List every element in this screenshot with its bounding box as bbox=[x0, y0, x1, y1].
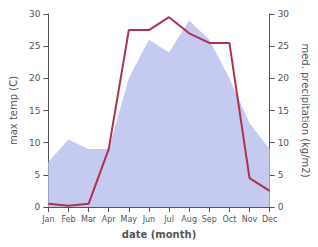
svg-text:May: May bbox=[121, 215, 138, 224]
svg-text:Jan: Jan bbox=[41, 215, 54, 224]
svg-text:Dec: Dec bbox=[262, 215, 277, 224]
svg-text:med. precipitation (kg/m2): med. precipitation (kg/m2) bbox=[300, 43, 311, 177]
svg-text:30: 30 bbox=[29, 9, 41, 19]
svg-text:Aug: Aug bbox=[181, 215, 197, 224]
svg-text:Jul: Jul bbox=[163, 215, 174, 224]
svg-text:date (month): date (month) bbox=[122, 229, 196, 240]
svg-text:5: 5 bbox=[35, 170, 41, 180]
svg-text:Jun: Jun bbox=[142, 215, 156, 224]
svg-text:Feb: Feb bbox=[61, 215, 75, 224]
svg-text:20: 20 bbox=[278, 73, 290, 83]
svg-text:25: 25 bbox=[29, 41, 40, 51]
svg-text:Oct: Oct bbox=[222, 215, 236, 224]
svg-text:Sep: Sep bbox=[202, 215, 217, 224]
svg-text:25: 25 bbox=[278, 41, 289, 51]
svg-text:30: 30 bbox=[278, 9, 290, 19]
svg-text:15: 15 bbox=[29, 106, 40, 116]
svg-text:max temp (C): max temp (C) bbox=[8, 76, 19, 145]
svg-text:15: 15 bbox=[278, 106, 289, 116]
svg-text:Mar: Mar bbox=[81, 215, 97, 224]
svg-text:20: 20 bbox=[29, 73, 41, 83]
svg-text:10: 10 bbox=[29, 138, 41, 148]
svg-text:Apr: Apr bbox=[102, 215, 117, 224]
svg-text:Nov: Nov bbox=[242, 215, 258, 224]
svg-text:0: 0 bbox=[35, 202, 41, 212]
svg-text:5: 5 bbox=[278, 170, 284, 180]
svg-text:10: 10 bbox=[278, 138, 290, 148]
svg-text:0: 0 bbox=[278, 202, 284, 212]
